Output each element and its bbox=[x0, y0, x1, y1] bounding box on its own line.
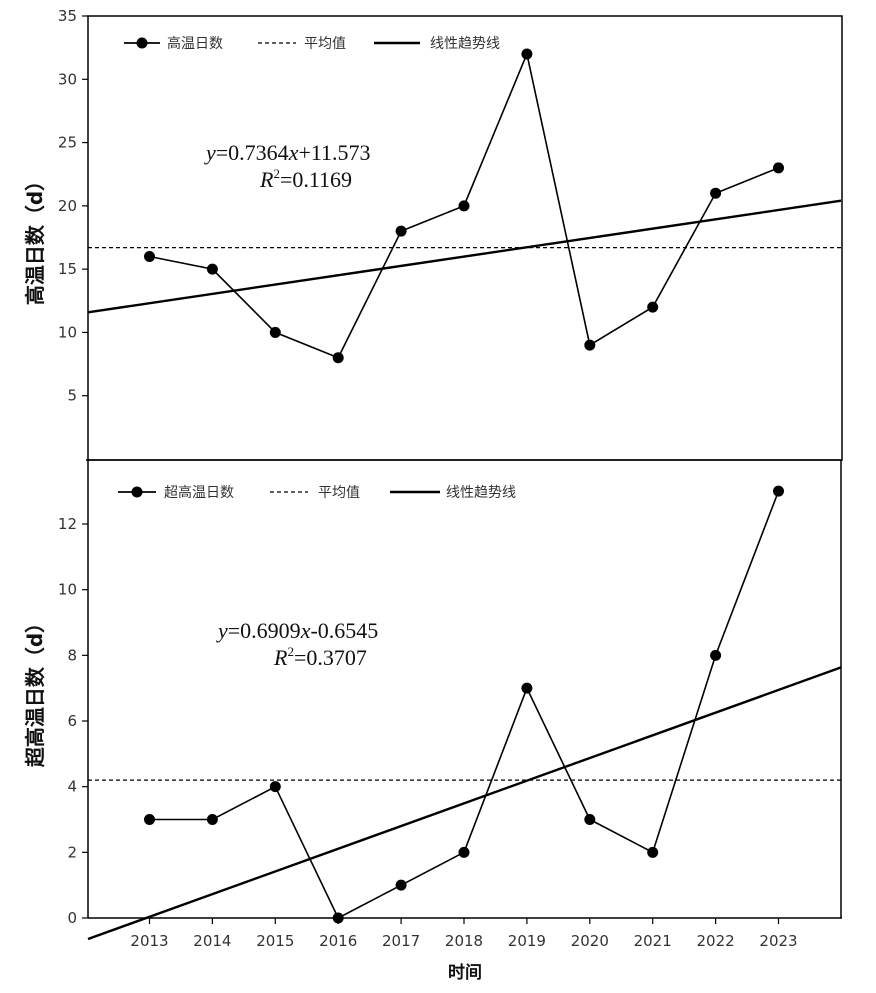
bottom-y-tick-label: 12 bbox=[58, 515, 77, 533]
top-data-point bbox=[647, 301, 659, 313]
top-panel: 5 10 15 20 25 30 35 高温日数 平均值 线性趋势线 y=0.7364x+1… bbox=[23, 7, 843, 461]
bottom-data-point bbox=[584, 814, 596, 825]
bottom-y-tick-label: 6 bbox=[67, 712, 77, 730]
top-eq-r: R bbox=[259, 167, 274, 192]
top-plot-frame bbox=[87, 15, 843, 461]
bottom-y-tick-label: 2 bbox=[67, 843, 77, 861]
top-trend-line bbox=[87, 199, 842, 314]
x-tick-label: 2018 bbox=[445, 932, 483, 950]
bottom-data-point bbox=[773, 485, 784, 497]
x-axis-label: 时间 bbox=[448, 962, 482, 983]
bottom-data-point bbox=[521, 682, 533, 694]
top-data-point bbox=[206, 263, 218, 275]
bottom-trend-line bbox=[87, 666, 842, 941]
bottom-data-point bbox=[710, 649, 722, 661]
top-series bbox=[144, 48, 784, 364]
bottom-data-point bbox=[395, 879, 407, 891]
top-y-tick-label: 15 bbox=[58, 260, 77, 278]
bottom-legend-series-label: 超高温日数 bbox=[164, 484, 234, 501]
bottom-eq-r-value: =0.3707 bbox=[294, 645, 367, 670]
bottom-y-tick-label: 0 bbox=[67, 909, 77, 927]
bottom-y-tick-label: 8 bbox=[67, 646, 77, 664]
top-trend-solid-line bbox=[87, 199, 842, 314]
bottom-legend-mean-label: 平均值 bbox=[318, 485, 360, 501]
x-tick-label: 2023 bbox=[759, 932, 797, 950]
bottom-y-ticks: 0 2 4 6 8 10 12 bbox=[58, 515, 88, 927]
bottom-data-point bbox=[458, 846, 470, 858]
top-legend-series-marker bbox=[136, 37, 148, 49]
top-equation-r2: R2=0.1169 bbox=[259, 166, 352, 192]
bottom-y-axis-label: 超高温日数（d） bbox=[23, 613, 47, 768]
top-data-point bbox=[773, 162, 784, 174]
bottom-legend-series-marker bbox=[131, 486, 143, 498]
bottom-series bbox=[144, 485, 784, 924]
top-data-point bbox=[269, 326, 281, 338]
x-tick-label: 2016 bbox=[319, 932, 357, 950]
top-y-tick-label: 10 bbox=[58, 323, 77, 341]
top-legend-mean-label: 平均值 bbox=[304, 36, 346, 52]
bottom-data-point bbox=[144, 814, 155, 825]
x-tick-label: 2021 bbox=[634, 932, 672, 950]
bottom-equation: y=0.6909x-0.6545 R2=0.3707 bbox=[216, 618, 378, 670]
top-eq-slope: =0.7364 bbox=[216, 140, 289, 165]
top-legend-series-label: 高温日数 bbox=[167, 35, 223, 52]
top-eq-r-value: =0.1169 bbox=[280, 167, 352, 192]
x-tick-label: 2015 bbox=[256, 932, 294, 950]
x-tick-label: 2017 bbox=[382, 932, 420, 950]
x-tick-label: 2019 bbox=[508, 932, 546, 950]
top-data-point bbox=[458, 200, 470, 212]
top-equation: y=0.7364x+11.573 R2=0.1169 bbox=[204, 140, 371, 192]
bottom-eq-y: y bbox=[216, 618, 228, 643]
bottom-data-point bbox=[269, 781, 281, 793]
top-y-ticks: 5 10 15 20 25 30 35 bbox=[58, 7, 88, 405]
bottom-eq-slope: =0.6909 bbox=[228, 618, 301, 643]
bottom-legend-trend-label: 线性趋势线 bbox=[446, 485, 516, 501]
x-tick-label: 2014 bbox=[193, 932, 231, 950]
top-data-point bbox=[584, 339, 596, 351]
top-data-point bbox=[332, 352, 344, 364]
top-eq-x: x bbox=[288, 140, 299, 165]
bottom-trend-solid-line bbox=[87, 666, 842, 941]
top-legend: 高温日数 平均值 线性趋势线 bbox=[124, 35, 500, 52]
bottom-equation-r2: R2=0.3707 bbox=[273, 644, 367, 670]
top-legend-trend-label: 线性趋势线 bbox=[430, 36, 500, 52]
bottom-y-tick-label: 10 bbox=[58, 581, 77, 599]
bottom-legend: 超高温日数 平均值 线性趋势线 bbox=[118, 484, 516, 501]
bottom-equation-formula: y=0.6909x-0.6545 bbox=[216, 618, 378, 643]
bottom-y-tick-label: 4 bbox=[67, 778, 77, 796]
x-axis-ticks: 2013 2014 2015 2016 2017 2018 2019 2020 2021 2022… bbox=[130, 918, 798, 950]
top-eq-y: y bbox=[204, 140, 216, 165]
x-tick-label: 2022 bbox=[697, 932, 735, 950]
top-y-tick-label: 5 bbox=[67, 387, 77, 405]
top-y-tick-label: 25 bbox=[58, 134, 77, 152]
top-eq-r-exp: 2 bbox=[273, 166, 280, 181]
bottom-data-point bbox=[647, 846, 659, 858]
top-y-tick-label: 20 bbox=[58, 197, 77, 215]
top-eq-intercept: +11.573 bbox=[298, 140, 370, 165]
top-data-point bbox=[395, 225, 407, 237]
x-tick-label: 2020 bbox=[571, 932, 609, 950]
bottom-eq-r: R bbox=[273, 645, 288, 670]
top-data-point bbox=[521, 48, 533, 60]
top-y-tick-label: 35 bbox=[58, 7, 77, 25]
top-y-axis-label: 高温日数（d） bbox=[23, 171, 47, 305]
top-y-tick-label: 30 bbox=[58, 70, 77, 88]
bottom-eq-x: x bbox=[300, 618, 311, 643]
bottom-eq-intercept: -0.6545 bbox=[310, 618, 378, 643]
top-equation-formula: y=0.7364x+11.573 bbox=[204, 140, 371, 165]
bottom-data-point bbox=[206, 814, 218, 825]
bottom-eq-r-exp: 2 bbox=[287, 644, 294, 659]
x-tick-label: 2013 bbox=[130, 932, 168, 950]
bottom-panel: 0 2 4 6 8 10 12 超高温日数 平均值 线性趋势线 y=0.6909x-0.65… bbox=[23, 459, 842, 941]
top-data-point bbox=[710, 187, 722, 199]
top-data-point bbox=[144, 250, 155, 262]
